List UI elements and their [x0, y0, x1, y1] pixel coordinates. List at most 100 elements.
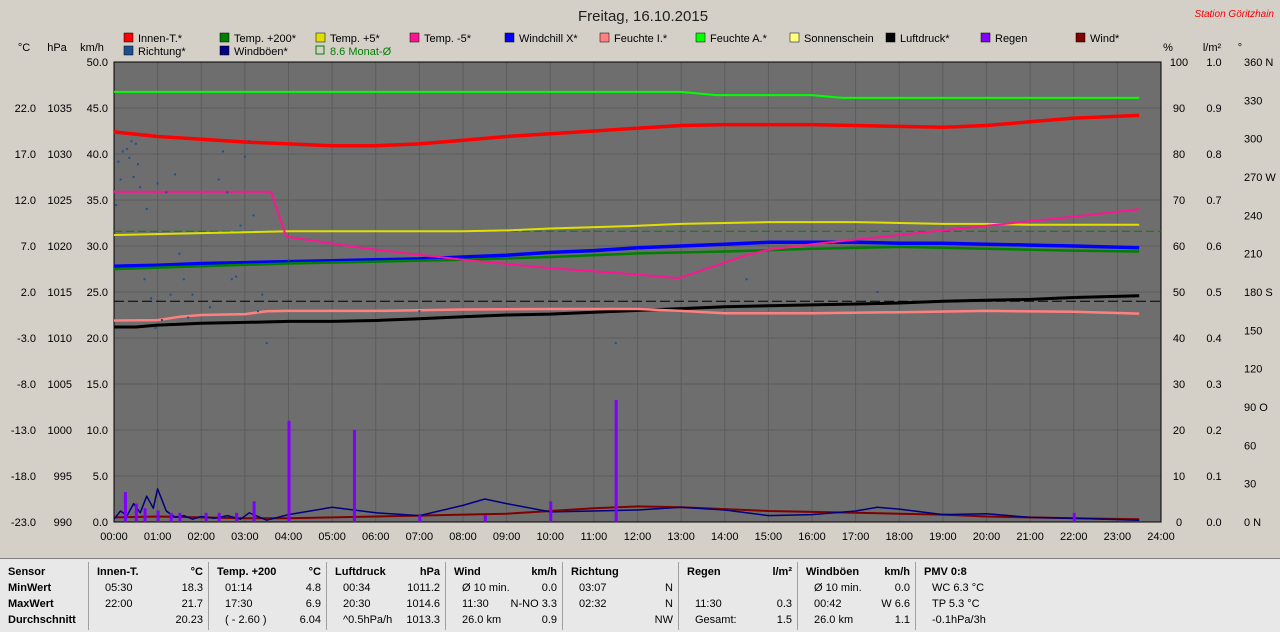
rain-bar: [204, 512, 208, 522]
stat-row: 11:30 0.3: [683, 596, 794, 612]
wind-tick-label: 30.0: [87, 241, 108, 253]
weather-chart: Freitag, 16.10.2015 Station Göritzhain I…: [10, 8, 1277, 543]
legend-label: Temp. -5*: [424, 33, 472, 45]
rain-bar: [235, 512, 239, 522]
wind-tick-label: 25.0: [87, 287, 108, 299]
stat-header-row: Wind km/h: [450, 564, 559, 580]
direction-point: [182, 278, 185, 281]
stat-label: Gesamt:: [695, 614, 737, 626]
series-line: [114, 190, 1140, 280]
temp-tick-label: 7.0: [21, 241, 36, 253]
legend-swatch: [885, 32, 896, 43]
rain-bar: [156, 510, 160, 522]
stat-value: 1.1: [894, 614, 910, 626]
press-tick-label: 1020: [48, 241, 72, 253]
stat-row: 22:00 21.7: [93, 596, 205, 612]
time-tick-label: 12:00: [624, 531, 652, 543]
series-line: [113, 240, 1140, 268]
wind-tick-label: 20.0: [87, 333, 108, 345]
stat-header: Luftdruck: [335, 566, 386, 578]
stat-label: 17:30: [225, 598, 253, 610]
dir-tick-label: 30: [1244, 479, 1256, 491]
stat-unit: km/h: [884, 566, 910, 578]
legend-label: 8.6 Monat-Ø: [330, 46, 392, 58]
direction-point: [187, 316, 190, 319]
stat-row: MinWert: [4, 580, 84, 596]
stat-row: Durchschnitt: [4, 612, 84, 628]
rain-tick-label: 0.1: [1206, 471, 1221, 483]
time-tick-label: 05:00: [318, 531, 346, 543]
rain-bar: [549, 501, 553, 522]
stat-unit: °C: [308, 566, 321, 578]
dir-tick-label: 360 N: [1244, 57, 1273, 69]
legend-label: Temp. +200*: [234, 33, 297, 45]
wind-tick-label: 50.0: [87, 57, 108, 69]
rain-bar: [123, 492, 127, 522]
stat-group: Windböen km/h Ø 10 min. 0.0 00:42 W 6.6 26.0 k…: [797, 562, 916, 630]
temp-tick-label: 22.0: [15, 103, 36, 115]
direction-point: [169, 293, 172, 296]
time-tick-label: 17:00: [842, 531, 870, 543]
direction-point: [132, 176, 135, 178]
legend-label: Regen: [995, 33, 1027, 45]
stat-header-row: Sensor: [4, 564, 84, 580]
stat-header: Sensor: [8, 566, 46, 578]
time-tick-label: 23:00: [1104, 531, 1132, 543]
stat-value: W 6.6: [881, 598, 910, 610]
time-tick-label: 20:00: [973, 531, 1001, 543]
direction-point: [208, 306, 211, 309]
direction-point: [243, 155, 246, 158]
legend-label: Windböen*: [234, 46, 289, 58]
dir-tick-label: 240: [1244, 210, 1262, 222]
stat-value: 0.0: [894, 582, 910, 594]
direction-point: [160, 319, 163, 322]
stat-row: 11:30 N-NO 3.3: [450, 596, 559, 612]
time-tick-label: 00:00: [100, 531, 128, 543]
wind-tick-label: 5.0: [93, 471, 108, 483]
stat-value: 1011.2: [407, 582, 440, 594]
percent-tick-label: 40: [1173, 333, 1185, 345]
press-tick-label: 1030: [48, 149, 72, 161]
time-tick-label: 19:00: [929, 531, 957, 543]
stat-row: MaxWert: [4, 596, 84, 612]
direction-point: [248, 140, 251, 143]
stat-label: 03:07: [579, 582, 607, 594]
press-tick-label: 990: [54, 517, 72, 529]
rain-bar: [352, 430, 356, 522]
dir-tick-label: 180 S: [1244, 287, 1273, 299]
rain-bar: [483, 515, 487, 522]
stat-value: 0.3: [776, 598, 792, 610]
stat-header: Richtung: [571, 566, 619, 578]
stat-row: 26.0 km 1.1: [802, 612, 912, 628]
legend-swatch: [1075, 32, 1086, 43]
stat-value: 1014.6: [406, 598, 440, 610]
stat-label: TP 5.3 °C: [932, 598, 980, 610]
stat-header-row: Innen-T. °C: [93, 564, 205, 580]
legend-swatch: [695, 32, 706, 43]
stat-group: PMV 0:8 WC 6.3 °C TP 5.3 °C -0.1hPa/3h: [915, 562, 1036, 630]
direction-point: [119, 178, 122, 181]
time-tick-label: 09:00: [493, 531, 521, 543]
stat-row: Ø 10 min. 0.0: [450, 580, 559, 596]
stat-row: WC 6.3 °C: [920, 580, 1032, 596]
time-tick-label: 11:00: [581, 531, 608, 543]
legend-label: Sonnenschein: [804, 33, 874, 45]
stat-header: Innen-T.: [97, 566, 139, 578]
press-tick-label: 1025: [48, 195, 72, 207]
direction-point: [217, 178, 220, 181]
direction-point: [222, 150, 225, 153]
wind-unit-label: km/h: [80, 42, 104, 54]
time-tick-label: 10:00: [536, 531, 564, 543]
stat-unit: °C: [190, 566, 203, 578]
stat-value: N-NO 3.3: [510, 598, 557, 610]
press-tick-label: 1035: [48, 103, 72, 115]
stat-header-row: Temp. +200 °C: [213, 564, 323, 580]
stat-label: MaxWert: [8, 598, 54, 610]
temp-tick-label: 12.0: [15, 195, 36, 207]
direction-point: [252, 214, 255, 217]
time-tick-label: 02:00: [187, 531, 215, 543]
stat-header-row: Luftdruck hPa: [331, 564, 442, 580]
time-tick-label: 18:00: [885, 531, 913, 543]
stat-value: 0.0: [541, 582, 557, 594]
dir-tick-label: 270 W: [1244, 172, 1276, 184]
